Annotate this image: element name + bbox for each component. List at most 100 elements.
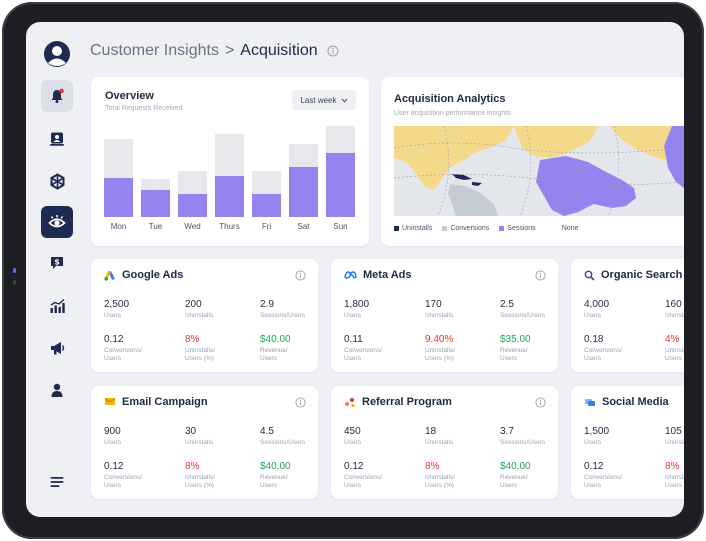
- sidebar-item-analytics[interactable]: [41, 290, 73, 322]
- metric-stat: 3.7 Sessions/Users: [500, 426, 545, 447]
- metric-stat: 4,000 Users: [584, 299, 609, 320]
- metric-label: Uninstalls/Users (%): [425, 347, 455, 362]
- metric-stat: 9.40% Uninstalls/Users (%): [425, 334, 455, 363]
- world-map[interactable]: [394, 126, 684, 216]
- chart-icon: [50, 298, 65, 313]
- metric-stat: 8% Uninstalls/Users (%): [185, 461, 215, 490]
- metric-label: Revenue/Users: [260, 347, 288, 362]
- metric-label: Uninstalls/Users: [665, 347, 684, 362]
- metric-stat: $35.00 Revenue/Users: [500, 334, 531, 363]
- metric-value: 1,500: [584, 426, 610, 437]
- channel-card-google-ads[interactable]: Google Ads 2,500 Users 200 Uninstalls 2.9 Sess…: [91, 259, 318, 372]
- metric-label: Sessions/Users: [260, 312, 306, 319]
- metric-label: Conversions/Users: [104, 347, 142, 362]
- info-icon[interactable]: [327, 45, 339, 57]
- metric-value: 4.5: [260, 426, 274, 437]
- metric-value: 0.12: [104, 461, 124, 472]
- metric-stat: 1,500 Users: [584, 426, 609, 447]
- channel-title: Meta Ads: [363, 269, 412, 281]
- metric-stat: 2.5 Sessions/Users: [500, 299, 545, 320]
- breadcrumb-separator: >: [224, 42, 235, 59]
- metric-value: 0.12: [104, 334, 124, 345]
- metric-value: $35.00: [500, 334, 531, 345]
- bar-group-fri[interactable]: [252, 117, 281, 217]
- period-dropdown[interactable]: Last week: [292, 90, 356, 110]
- metric-stat: 0.12 Conversions/Users: [584, 461, 622, 490]
- metric-label: Sessions/Users: [500, 312, 546, 319]
- metric-label: Conversions/Users: [584, 474, 622, 489]
- channel-card-organic-search[interactable]: Organic Search 4,000 Users 160 Uninstalls 0.1…: [571, 259, 684, 372]
- channel-card-social-media[interactable]: Social Media 1,500 Users 105 Uninstalls 0.12 C…: [571, 386, 684, 499]
- metric-stat: $40.00 Revenue/Users: [500, 461, 531, 490]
- metric-value: 2,500: [104, 299, 130, 310]
- metric-value: 0.18: [584, 334, 604, 345]
- channel-card-email-campaign[interactable]: Email Campaign 900 Users 30 Uninstalls 4.5 Ses…: [91, 386, 318, 499]
- metric-value: 200: [185, 299, 202, 310]
- legend-item[interactable]: Uninstalls: [394, 225, 432, 232]
- bar-group-wed[interactable]: [178, 117, 207, 217]
- info-icon[interactable]: [535, 397, 546, 408]
- info-icon[interactable]: [295, 270, 306, 281]
- sidebar-item-campaigns[interactable]: [41, 332, 73, 364]
- metric-stat: 30 Uninstalls: [185, 426, 213, 447]
- sidebar-menu-toggle[interactable]: [41, 466, 73, 498]
- info-icon[interactable]: [295, 397, 306, 408]
- metric-label: Users: [344, 439, 361, 446]
- bar-group-mon[interactable]: [104, 117, 133, 217]
- metric-label: Uninstalls: [425, 312, 454, 319]
- channel-card-header: Meta Ads: [344, 269, 412, 281]
- metric-label: Uninstalls: [185, 312, 214, 319]
- breadcrumb: Customer Insights > Acquisition: [90, 40, 339, 62]
- metric-label: Revenue/Users: [260, 474, 288, 489]
- metric-value: 170: [425, 299, 442, 310]
- legend-item[interactable]: Conversions: [442, 225, 489, 232]
- metric-stat: $40.00 Revenue/Users: [260, 334, 291, 363]
- metric-stat: 105 Uninstalls: [665, 426, 684, 447]
- tablet-sensor-dot: [13, 280, 16, 285]
- bar-group-tue[interactable]: [141, 117, 170, 217]
- legend-item[interactable]: Sessions: [499, 225, 536, 232]
- profile-avatar-icon[interactable]: [43, 40, 71, 68]
- channel-card-header: Organic Search: [584, 269, 682, 281]
- metric-stat: 170 Uninstalls: [425, 299, 453, 320]
- metric-stat: 450 Users: [344, 426, 361, 447]
- metric-value: 8%: [185, 334, 200, 345]
- sidebar-item-badge[interactable]: [41, 123, 73, 155]
- bar-category-label: Sat: [297, 222, 310, 231]
- bar-category-label: Fri: [261, 222, 272, 231]
- breadcrumb-parent[interactable]: Customer Insights: [90, 42, 219, 59]
- bar-group-thurs[interactable]: [215, 117, 244, 217]
- badge-icon: [50, 132, 64, 146]
- network-icon: [50, 172, 64, 190]
- dollar-chat-icon: $: [51, 257, 63, 269]
- info-icon[interactable]: [535, 270, 546, 281]
- metric-label: Uninstalls: [665, 312, 684, 319]
- bar-category-label: Mon: [110, 222, 127, 231]
- channel-card-referral-program[interactable]: Referral Program 450 Users 18 Uninstalls 3.7 S…: [331, 386, 558, 499]
- sidebar-item-users[interactable]: [41, 374, 73, 406]
- legend-item[interactable]: None: [562, 225, 579, 232]
- sidebar-item-insights[interactable]: [41, 206, 73, 238]
- bar-value: [104, 178, 133, 217]
- metric-label: Conversions/Users: [344, 474, 382, 489]
- analytics-subtitle: User acquisition performance insights: [394, 110, 511, 117]
- metric-label: Users: [104, 439, 121, 446]
- sidebar-item-network[interactable]: [41, 165, 73, 197]
- legend-label: None: [561, 225, 579, 232]
- channel-title: Social Media: [602, 396, 669, 408]
- bar-group-sat[interactable]: [289, 117, 318, 217]
- bar-group-sun[interactable]: [326, 117, 355, 217]
- sidebar-item-revenue[interactable]: $: [41, 247, 73, 279]
- channel-title: Organic Search: [601, 269, 683, 281]
- metric-label: Conversions/Users: [344, 347, 382, 362]
- metric-value: 30: [185, 426, 197, 437]
- metric-value: 8%: [665, 461, 680, 472]
- page-title: Acquisition: [240, 42, 318, 59]
- legend-swatch: [499, 226, 505, 231]
- bar-category-label: Wed: [184, 222, 201, 231]
- tablet-camera-dot: [13, 268, 16, 273]
- social-icon: [584, 397, 596, 408]
- metric-label: Uninstalls: [425, 439, 454, 446]
- sidebar-item-notifications[interactable]: [41, 80, 73, 112]
- channel-card-meta-ads[interactable]: Meta Ads 1,800 Users 170 Uninstalls 2.5 Sessio…: [331, 259, 558, 372]
